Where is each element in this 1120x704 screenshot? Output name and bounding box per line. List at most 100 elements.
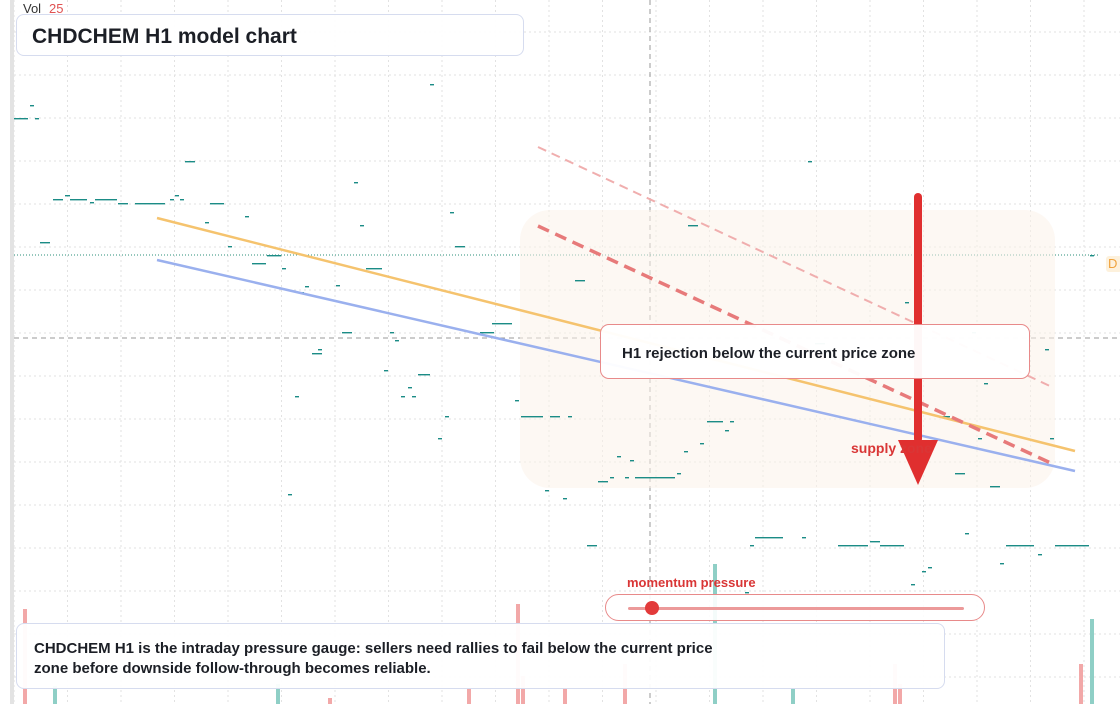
candle: [1050, 438, 1054, 440]
candle: [210, 203, 224, 205]
candle: [684, 451, 688, 453]
candle: [550, 416, 560, 418]
candle: [808, 161, 812, 163]
momentum-gauge[interactable]: [605, 594, 985, 621]
candle: [515, 400, 519, 402]
volume-bar: [563, 689, 567, 704]
candle: [521, 416, 543, 418]
candle: [1055, 545, 1089, 547]
candle: [1090, 255, 1094, 257]
candle: [40, 242, 50, 244]
candle: [575, 280, 585, 282]
candle: [492, 323, 512, 325]
candle: [1045, 349, 1049, 351]
candle: [30, 105, 34, 107]
volume-label: Vol: [23, 1, 42, 16]
candle: [568, 416, 572, 418]
chart-title: CHDCHEM H1 model chart: [32, 25, 297, 48]
candle: [354, 182, 358, 184]
candle: [360, 225, 364, 227]
candle: [95, 199, 117, 201]
candle: [401, 396, 405, 398]
candle: [955, 473, 965, 475]
candle: [1038, 554, 1042, 556]
candle: [135, 203, 165, 205]
candle: [1006, 545, 1034, 547]
candle: [366, 268, 382, 270]
candle: [228, 246, 232, 248]
candle: [205, 222, 209, 224]
summary-note-text: CHDCHEM H1 is the intraday pressure gaug…: [34, 640, 713, 677]
momentum-gauge-track: [628, 607, 964, 610]
candle: [252, 263, 266, 265]
momentum-gauge-label: momentum pressure: [627, 575, 756, 590]
candle: [990, 486, 1000, 488]
candle: [725, 430, 729, 432]
candle: [65, 195, 70, 197]
candle: [700, 443, 704, 445]
candle: [598, 481, 608, 483]
candle: [245, 216, 249, 218]
candle: [312, 353, 322, 355]
candle: [677, 473, 681, 475]
chart-title-card: CHDCHEM H1 model chart: [16, 14, 524, 56]
candle: [730, 421, 734, 423]
candle: [928, 567, 932, 569]
candle: [445, 416, 449, 418]
candle: [70, 199, 87, 201]
candle: [267, 255, 281, 257]
candle: [395, 340, 399, 342]
candle: [318, 349, 322, 351]
rejection-callout-text: H1 rejection below the current price zon…: [622, 345, 916, 362]
volume-bar: [898, 684, 902, 704]
candle: [688, 225, 698, 227]
candle: [940, 416, 950, 418]
rejection-callout: H1 rejection below the current price zon…: [600, 324, 1030, 379]
arrow-shaft: [914, 193, 922, 443]
candle: [180, 199, 184, 201]
candle: [175, 195, 179, 197]
candle: [438, 438, 442, 440]
candle: [455, 246, 465, 248]
candle: [635, 477, 675, 479]
candle: [984, 383, 988, 385]
candle: [880, 545, 904, 547]
candle: [563, 498, 567, 500]
price-edge-tag-text: D: [1108, 256, 1118, 271]
candle: [911, 584, 915, 586]
volume-bar: [53, 686, 57, 704]
volume-bar: [1090, 619, 1094, 704]
supply-zone-label: supply zone: [851, 440, 932, 456]
candle: [965, 533, 969, 535]
candle: [630, 460, 634, 462]
candle: [1000, 563, 1004, 565]
candle: [118, 203, 128, 205]
candle: [90, 202, 94, 204]
candle: [342, 332, 352, 334]
candle: [480, 332, 494, 334]
candle: [305, 286, 309, 288]
candle: [625, 477, 629, 479]
candle: [755, 537, 783, 539]
candle: [545, 490, 549, 492]
candle: [978, 438, 982, 440]
candle: [412, 396, 416, 398]
volume-bar: [1079, 664, 1083, 704]
candle: [418, 374, 430, 376]
candle: [707, 421, 723, 423]
momentum-gauge-knob[interactable]: [644, 601, 659, 615]
candle: [295, 396, 299, 398]
arrow-head: [898, 440, 938, 485]
candle: [905, 302, 909, 304]
candle: [450, 212, 454, 214]
candle: [610, 477, 614, 479]
candle: [617, 456, 621, 458]
candle: [336, 285, 340, 287]
candle: [745, 592, 749, 594]
candle: [408, 387, 412, 389]
down-arrow-icon: [898, 193, 938, 485]
candle: [390, 332, 394, 334]
candle: [288, 494, 292, 496]
volume-bar: [276, 684, 280, 704]
